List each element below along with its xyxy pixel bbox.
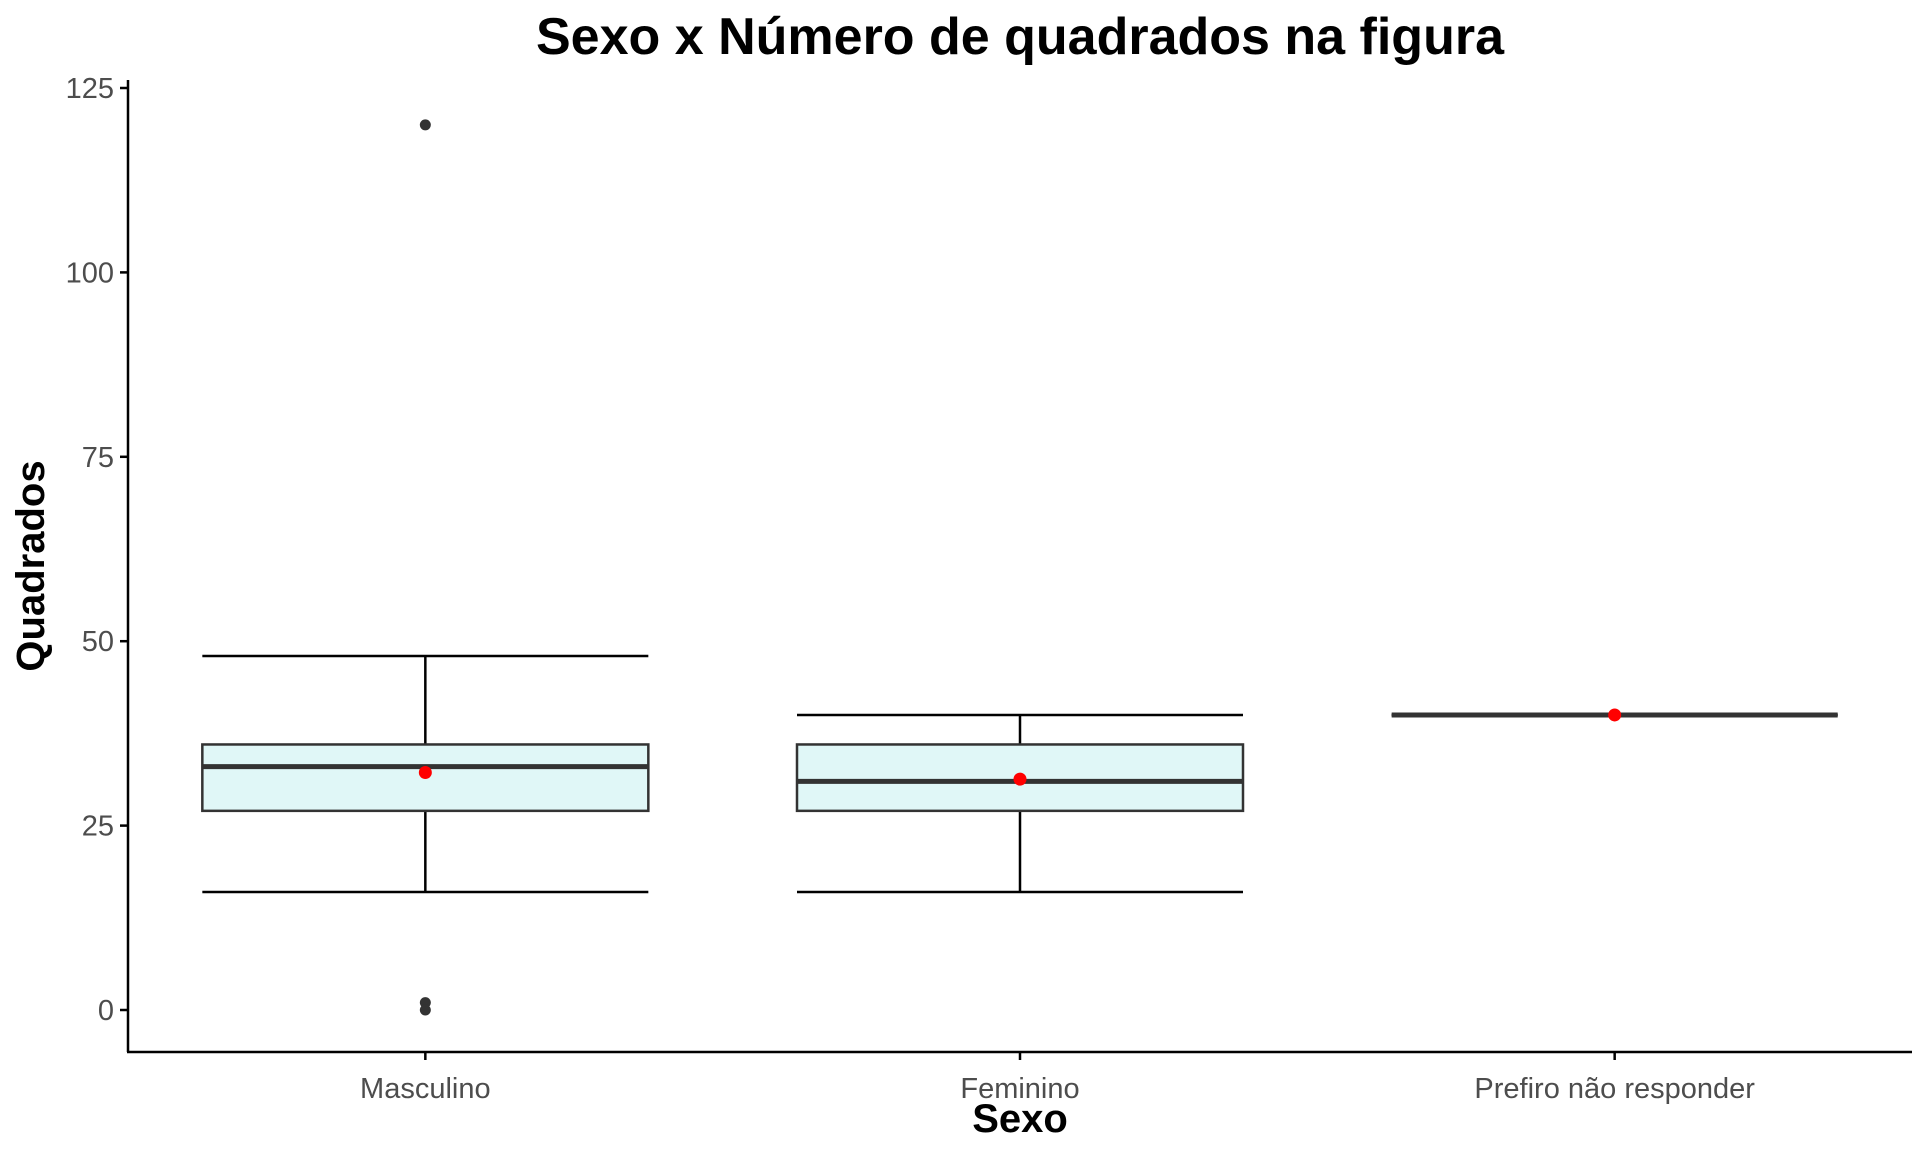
outlier-point: [419, 119, 431, 131]
axis-ticks: 0 25 50 75 100 125 Masculino Feminino Prefiro nã…: [66, 73, 1756, 1105]
y-tick-label: 125: [66, 73, 114, 105]
y-axis-title: Quadrados: [9, 460, 53, 671]
y-tick-label: 50: [82, 626, 114, 658]
box-group: [795, 713, 1245, 894]
mean-point: [1013, 772, 1027, 786]
y-tick-label: 75: [82, 442, 114, 474]
plot-area: [201, 119, 1838, 1016]
x-tick-label: Prefiro não responder: [1474, 1073, 1755, 1105]
y-tick-label: 25: [82, 811, 114, 843]
box-group: [201, 119, 650, 1016]
outlier-point: [419, 1004, 431, 1016]
mean-point: [418, 765, 432, 779]
x-axis-title: Sexo: [972, 1097, 1068, 1141]
y-tick-label: 0: [98, 995, 114, 1027]
mean-point: [1608, 708, 1622, 722]
y-tick-label: 100: [66, 257, 114, 289]
box-group: [1391, 708, 1838, 722]
chart-title: Sexo x Número de quadrados na figura: [536, 8, 1505, 66]
x-tick-label: Masculino: [360, 1073, 491, 1105]
x-tick-label: Feminino: [960, 1073, 1079, 1105]
